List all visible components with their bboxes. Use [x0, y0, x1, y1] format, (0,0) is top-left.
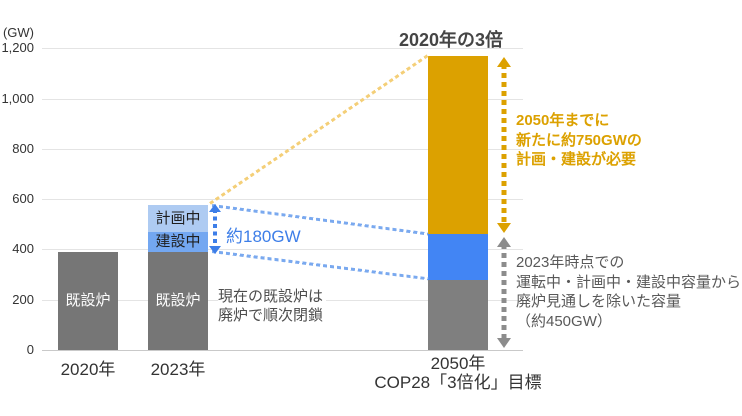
bar-2-segment-0	[428, 279, 488, 350]
new-build-required-note-line1: 2050年までに	[516, 112, 610, 129]
existing-reactors-note: 現在の既設炉は 廃炉で順次閉鎖	[218, 287, 327, 325]
y-tick-label-200: 200	[12, 291, 34, 307]
bar-2-segment-2	[428, 55, 488, 235]
new-build-required-note-line2: 新たに約750GWの	[516, 131, 642, 149]
y-axis-unit-label: (GW)	[2, 25, 34, 40]
arrow-dashed-line	[501, 64, 507, 226]
remaining-capacity-note-line1: 2023年時点での	[516, 254, 625, 271]
bar-2-segment-1	[428, 234, 488, 280]
segment-label: 建設中	[155, 233, 201, 251]
arrowhead-down-icon	[497, 223, 511, 233]
y-tick-label-1000: 1,000	[1, 90, 34, 106]
diagonal-dotted-line-orange	[209, 53, 430, 205]
gap-180gw-label: 約180GW	[226, 227, 301, 246]
arrow-dashed-line	[213, 209, 217, 249]
gray-range-arrow	[496, 237, 512, 348]
x-axis-label-2023: 2023年	[150, 360, 206, 379]
remaining-capacity-note-line4: （約450GW）	[516, 312, 612, 330]
x-axis-line	[42, 350, 523, 351]
x-axis-label-2020: 2020年	[60, 360, 116, 379]
bar-0-segment-0: 既設炉	[58, 251, 118, 350]
gridline-800	[42, 148, 523, 150]
arrowhead-down-icon	[497, 338, 511, 348]
segment-label: 既設炉	[65, 292, 111, 310]
y-tick-label-1200: 1,200	[1, 40, 34, 56]
existing-reactors-note-line1: 現在の既設炉は	[218, 288, 324, 305]
y-tick-label-600: 600	[12, 191, 34, 207]
gridline-400	[42, 249, 523, 251]
remaining-capacity-note-line2: 運転中・計画中・建設中容量から	[516, 273, 742, 291]
diagonal-dotted-line-blue-lower	[211, 250, 429, 281]
y-tick-label-0: 0	[26, 342, 34, 357]
remaining-capacity-note-line3: 廃炉見通しを除いた容量	[516, 293, 682, 310]
arrowhead-up-icon	[209, 204, 221, 212]
triple-of-2020-title: 2020年の3倍	[399, 30, 504, 50]
y-tick-label-800: 800	[12, 140, 34, 156]
new-build-required-note: 2050年までに 新たに約750GWの 計画・建設が必要	[516, 111, 642, 170]
segment-label: 計画中	[155, 210, 201, 228]
gridline-1200	[42, 48, 523, 50]
x-axis-label-2050-line1: 2050年	[430, 354, 486, 373]
gridline-600	[42, 199, 523, 201]
new-build-required-note-line3: 計画・建設が必要	[516, 151, 637, 168]
arrowhead-up-icon	[497, 237, 511, 247]
bar-1-segment-0: 既設炉	[148, 251, 208, 350]
existing-reactors-note-line2: 廃炉で順次閉鎖	[218, 307, 324, 324]
blue-range-arrow	[208, 204, 222, 254]
segment-label: 既設炉	[155, 292, 201, 310]
y-tick-label-400: 400	[12, 241, 34, 257]
arrowhead-down-icon	[209, 246, 221, 254]
arrowhead-up-icon	[497, 57, 511, 67]
bar-1-segment-1: 建設中	[148, 231, 208, 252]
remaining-capacity-note: 2023年時点での 運転中・計画中・建設中容量から 廃炉見通しを除いた容量 （約…	[516, 253, 741, 331]
orange-range-arrow	[496, 57, 512, 233]
x-axis-label-2050-line2: COP28「3倍化」目標	[374, 373, 542, 392]
x-axis-label-2050: 2050年 COP28「3倍化」目標	[368, 354, 548, 392]
arrow-dashed-line	[501, 244, 507, 341]
gridline-1000	[42, 98, 523, 100]
bar-1-segment-2: 計画中	[148, 205, 208, 232]
